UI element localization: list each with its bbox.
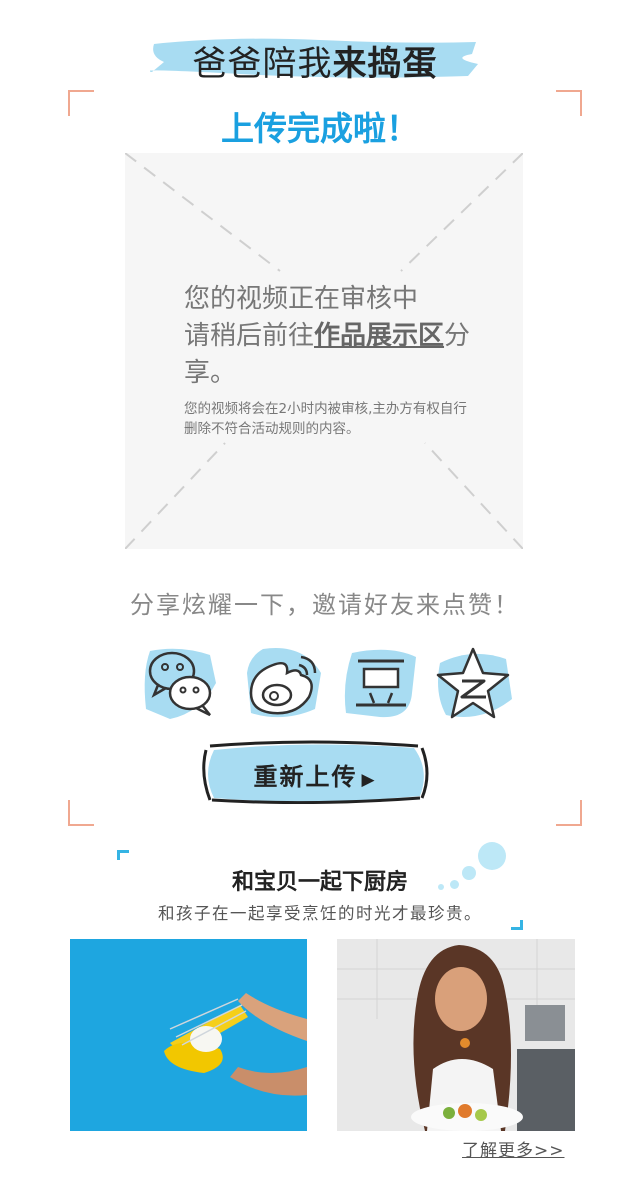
bubble-decoration bbox=[462, 866, 476, 880]
bubble-decoration bbox=[438, 884, 444, 890]
review-line-1: 您的视频正在审核中 bbox=[184, 284, 419, 314]
woman-eating-photo[interactable] bbox=[337, 939, 575, 1131]
bubble-decoration bbox=[450, 880, 459, 889]
weibo-icon bbox=[247, 648, 321, 718]
egg-slicer-image bbox=[70, 939, 307, 1131]
reupload-label: 重新上传 ▶ bbox=[253, 763, 377, 791]
learn-more-link[interactable]: 了解更多>> bbox=[462, 1141, 565, 1161]
frame-corner-bottom-right bbox=[556, 800, 582, 826]
douban-share-button[interactable] bbox=[340, 643, 422, 725]
wechat-share-button[interactable] bbox=[140, 643, 222, 725]
qzone-share-button[interactable] bbox=[432, 643, 514, 725]
showcase-link[interactable]: 作品展示区 bbox=[314, 321, 445, 351]
reupload-button[interactable]: 重新上传 ▶ bbox=[200, 740, 430, 804]
kitchen-section-subtitle: 和孩子在一起享受烹饪的时光才最珍贵。 bbox=[158, 904, 482, 923]
play-arrow-icon: ▶ bbox=[361, 770, 377, 790]
frame-corner-top-right bbox=[556, 90, 582, 116]
page-title: 爸爸陪我来捣蛋 bbox=[150, 36, 480, 85]
bracket-decoration-right bbox=[511, 920, 523, 930]
wechat-icon bbox=[144, 648, 216, 719]
kitchen-section-title: 和宝贝一起下厨房 bbox=[231, 870, 408, 895]
upload-complete-title: 上传完成啦！ bbox=[221, 109, 419, 148]
review-note: 您的视频将会在2小时内被审核,主办方有权自行删除不符合活动规则的内容。 bbox=[184, 401, 467, 437]
brush-button-background bbox=[202, 740, 429, 804]
page-title-bold: 来捣蛋 bbox=[332, 44, 438, 84]
page-title-plain: 爸爸陪我 bbox=[192, 44, 333, 84]
bubble-decoration bbox=[478, 842, 506, 870]
frame-corner-top-left bbox=[68, 90, 94, 116]
woman-eating-image bbox=[337, 939, 575, 1131]
egg-slicer-photo[interactable] bbox=[70, 939, 307, 1131]
video-preview-placeholder: 您的视频正在审核中 请稍后前往作品展示区分享。 您的视频将会在2小时内被审核,主… bbox=[125, 153, 523, 549]
review-status-message: 您的视频正在审核中 请稍后前往作品展示区分享。 bbox=[184, 281, 474, 392]
share-prompt: 分享炫耀一下，邀请好友来点赞！ bbox=[130, 591, 520, 619]
douban-icon bbox=[344, 649, 416, 718]
placeholder-cross-lines bbox=[125, 153, 523, 549]
title-banner: 爸爸陪我来捣蛋 bbox=[150, 22, 480, 88]
weibo-share-button[interactable] bbox=[243, 643, 325, 725]
qzone-icon bbox=[436, 647, 512, 719]
brush-stroke-decoration bbox=[150, 38, 478, 78]
frame-corner-bottom-left bbox=[68, 800, 94, 826]
bracket-decoration-left bbox=[117, 850, 129, 860]
review-line-2: 请稍后前往作品展示区分享。 bbox=[184, 321, 471, 388]
